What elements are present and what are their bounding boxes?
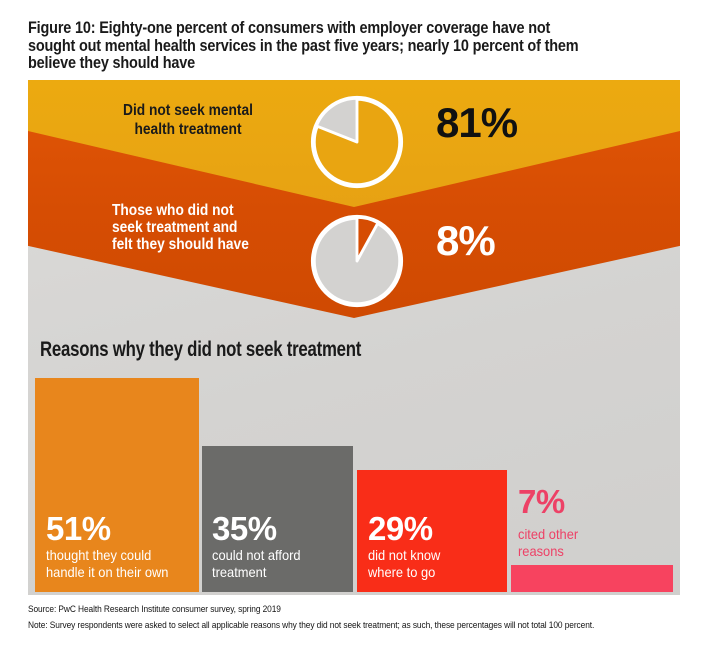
bar2-percentage: 35% xyxy=(212,510,277,547)
band2-label: Those who did not seek treatment and fel… xyxy=(112,202,249,253)
pie-chart-81-percent xyxy=(309,94,405,190)
footer: Source: PwC Health Research Institute co… xyxy=(28,602,717,634)
reasons-heading: Reasons why they did not seek treatment xyxy=(40,338,362,361)
bar2-text: 35% could not afford treatment xyxy=(212,511,308,581)
bar1-text: 51% thought they could handle it on thei… xyxy=(46,511,179,581)
bar-handle-own xyxy=(35,378,199,592)
bar4-text: 7% cited other reasons xyxy=(518,484,583,560)
bar3-label: did not know where to go xyxy=(368,547,441,580)
pie-81-svg xyxy=(310,95,404,189)
pie-81-remainder-slice xyxy=(314,96,359,144)
band2-percentage: 8% xyxy=(436,217,496,264)
bar-afford xyxy=(202,446,353,592)
bar2-label: could not afford treatment xyxy=(212,547,301,580)
bar-where-to-go xyxy=(357,470,507,592)
bar1-label: thought they could handle it on their ow… xyxy=(46,547,169,580)
pie-8-highlight-slice xyxy=(355,215,380,263)
band1-percentage: 81% xyxy=(436,99,518,146)
bar-other-reasons xyxy=(511,565,673,592)
bar4-label: cited other reasons xyxy=(518,526,579,559)
source-note: Source: PwC Health Research Institute co… xyxy=(28,604,281,615)
band1-label: Did not seek mental health treatment xyxy=(123,102,253,138)
bar1-percentage: 51% xyxy=(46,510,111,547)
methodology-note: Note: Survey respondents were asked to s… xyxy=(28,620,595,632)
infographic: Did not seek mental health treatment 81%… xyxy=(28,80,680,595)
bar3-text: 29% did not know where to go xyxy=(368,511,447,581)
figure-title: Figure 10: Eighty-one percent of consume… xyxy=(28,18,579,72)
pie-8-svg xyxy=(310,214,404,308)
pie-chart-8-percent xyxy=(309,213,405,309)
bar3-percentage: 29% xyxy=(368,510,433,547)
bar4-percentage: 7% xyxy=(518,483,565,520)
